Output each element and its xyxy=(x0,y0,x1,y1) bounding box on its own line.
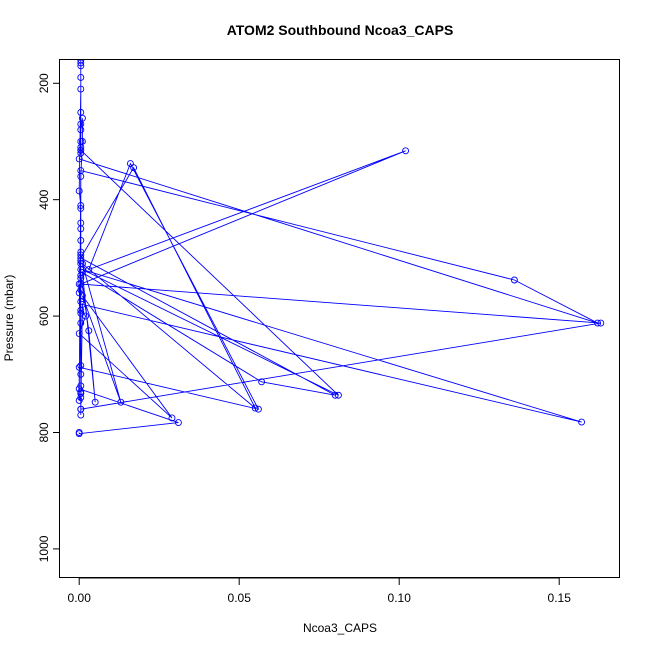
data-point xyxy=(594,319,602,327)
data-point xyxy=(258,378,266,386)
x-axis-label: Ncoa3_CAPS xyxy=(303,621,377,635)
data-point xyxy=(77,306,85,314)
data-point xyxy=(254,405,262,413)
data-point xyxy=(334,391,342,399)
data-point xyxy=(331,391,339,399)
data-point xyxy=(77,251,85,259)
data-point xyxy=(130,164,138,172)
y-axis-label: Pressure (mbar) xyxy=(2,275,16,362)
x-tick-label: 0.10 xyxy=(388,591,412,605)
data-point xyxy=(510,276,518,284)
data-point xyxy=(174,419,182,427)
data-point xyxy=(75,187,83,195)
data-point xyxy=(75,430,83,438)
series-line xyxy=(78,60,601,435)
data-point xyxy=(117,398,125,406)
y-tick-label: 1000 xyxy=(37,535,51,562)
x-axis: 0.00 0.05 0.10 0.15 xyxy=(68,577,572,605)
data-point xyxy=(77,274,85,282)
y-tick-label: 800 xyxy=(37,422,51,442)
data-point xyxy=(402,147,410,155)
data-point xyxy=(77,411,85,419)
data-point xyxy=(77,60,85,64)
data-point xyxy=(77,85,85,93)
data-point xyxy=(75,363,83,371)
data-point xyxy=(77,370,85,378)
data-point xyxy=(77,202,85,209)
data-point xyxy=(168,414,176,422)
data-point xyxy=(85,327,93,335)
data-point xyxy=(77,319,85,327)
y-tick-label: 600 xyxy=(37,306,51,326)
y-axis: 200 400 600 800 1000 xyxy=(37,73,60,562)
data-point xyxy=(77,146,85,154)
data-point xyxy=(77,266,85,273)
data-point xyxy=(578,418,586,426)
data-point xyxy=(77,74,85,81)
data-point xyxy=(91,398,99,406)
data-point xyxy=(597,319,605,327)
x-tick-label: 0.15 xyxy=(548,591,572,605)
chart-title: ATOM2 Southbound Ncoa3_CAPS xyxy=(227,22,454,38)
data-point xyxy=(75,397,83,404)
data-point xyxy=(77,172,85,180)
series-layer xyxy=(75,60,605,438)
data-point xyxy=(77,126,85,134)
x-tick-label: 0.05 xyxy=(228,591,252,605)
x-tick-label: 0.00 xyxy=(68,591,92,605)
data-point xyxy=(77,225,85,233)
data-point xyxy=(78,114,86,122)
data-point xyxy=(77,390,85,397)
data-point xyxy=(77,236,85,244)
data-point xyxy=(77,60,85,67)
data-point xyxy=(78,138,86,145)
data-point xyxy=(251,404,259,412)
data-point xyxy=(77,298,85,305)
data-point xyxy=(75,330,83,337)
y-tick-label: 400 xyxy=(37,189,51,209)
data-point xyxy=(77,204,85,212)
data-point xyxy=(77,382,85,390)
data-point xyxy=(77,309,85,317)
data-point xyxy=(77,362,85,370)
y-tick-label: 200 xyxy=(37,73,51,93)
data-point xyxy=(75,289,83,297)
